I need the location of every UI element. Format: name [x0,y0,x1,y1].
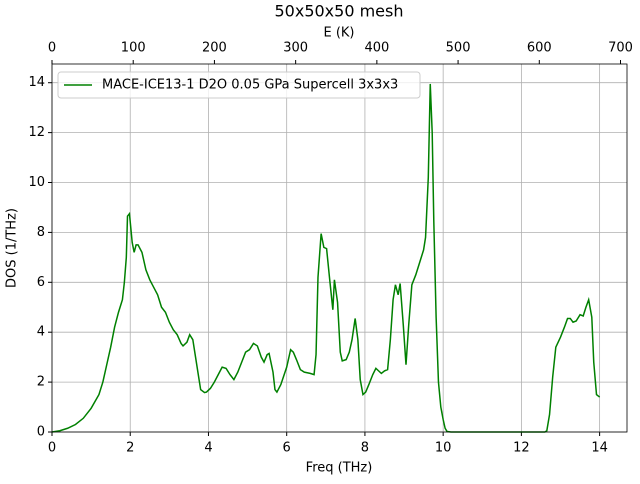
y-tick-label: 12 [28,125,45,140]
x2-tick-label: 0 [48,41,56,56]
y-tick-label: 10 [28,175,45,190]
plot-frame [51,63,628,433]
x2-tick-label: 300 [283,41,308,56]
x2-axis-label: E (K) [323,26,354,41]
y-tick-label: 4 [37,325,45,340]
x-tick-label: 2 [126,441,134,456]
y-tick-label: 6 [37,275,45,290]
x-tick-label: 0 [48,441,56,456]
legend-label: MACE-ICE13-1 D2O 0.05 GPa Supercell 3x3x… [102,78,398,93]
chart-title: 50x50x50 mesh [274,2,403,21]
y-tick-label: 14 [28,75,45,90]
data-line [51,83,601,433]
x-axis-label: Freq (THz) [306,461,373,476]
x-tick-label: 4 [204,441,212,456]
x-tick-label: 12 [513,441,530,456]
y-tick-label: 2 [37,375,45,390]
x-tick-label: 8 [361,441,369,456]
x2-tick-label: 100 [121,41,146,56]
legend-box [57,71,421,99]
x2-tick-label: 400 [364,41,389,56]
x-tick-label: 6 [283,441,291,456]
y-tick-label: 8 [37,225,45,240]
y-tick-label: 0 [37,425,45,440]
x-tick-label: 14 [591,441,608,456]
x2-tick-label: 500 [446,41,471,56]
y-axis-label: DOS (1/THz) [5,208,20,288]
x2-tick-label: 600 [527,41,552,56]
x2-tick-label: 200 [202,41,227,56]
x2-tick-label: 700 [608,41,633,56]
x-tick-label: 10 [435,441,452,456]
